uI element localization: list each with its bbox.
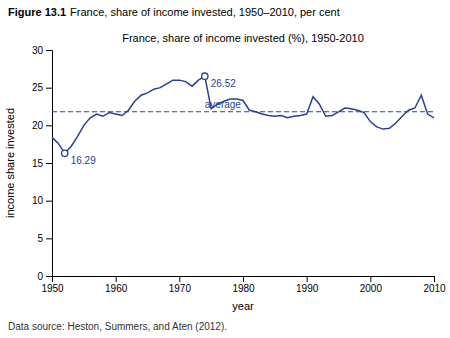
x-tick: 2010: [423, 276, 446, 294]
y-axis-line: [46, 51, 53, 277]
title: France, share of income invested (%), 19…: [122, 32, 364, 44]
average-label: average: [205, 99, 242, 110]
y-tick: 20: [32, 120, 52, 131]
x-tick: 1950: [41, 276, 64, 294]
x-tick-mark: [370, 276, 371, 282]
y-tick-label: 30: [32, 45, 44, 56]
y-tick-label: 10: [32, 195, 44, 206]
figure-title: Figure 13.1 France, share of income inves…: [8, 6, 340, 18]
x-axis-line: [53, 277, 435, 283]
x-tick-label: 1950: [41, 283, 64, 294]
x-tick: 1960: [105, 276, 128, 294]
y-tick-label: 20: [32, 120, 44, 131]
line: [52, 76, 434, 153]
x-axis-title: year: [232, 300, 254, 312]
x-tick-mark: [307, 276, 308, 282]
y-tick-mark: [46, 163, 52, 164]
y-tick: 0: [37, 271, 52, 282]
y-tick-mark: [46, 201, 52, 202]
y-axis-title: income share invested: [4, 108, 16, 218]
x-tick-mark: [116, 276, 117, 282]
extreme-marker: [202, 73, 208, 79]
y-tick-label: 25: [32, 82, 44, 93]
y-tick-mark: [46, 238, 52, 239]
x-tick: 1980: [232, 276, 255, 294]
x-tick-mark: [179, 276, 180, 282]
figure-label: Figure 13.1: [8, 6, 66, 18]
marks: [52, 73, 434, 156]
y-tick: 30: [32, 45, 52, 56]
chart: Figure 13.1 France, share of income inves…: [0, 0, 450, 338]
y-axis: 0 5 10 15 20 25 30: [32, 45, 53, 282]
y-tick-label: 5: [37, 233, 43, 244]
x-tick-label: 2010: [423, 283, 446, 294]
x-tick-label: 2000: [360, 283, 383, 294]
x-tick: 2000: [360, 276, 383, 294]
y-tick-label: 15: [32, 158, 44, 169]
x-tick-label: 1990: [296, 283, 319, 294]
x-tick-label: 1980: [232, 283, 255, 294]
x-axis: 1950 1960 1970 1980 1990 2000 2010: [41, 276, 446, 294]
extreme-label: 16.29: [71, 155, 96, 166]
y-tick: 10: [32, 195, 52, 206]
y-tick: 25: [32, 82, 52, 93]
y-tick-mark: [46, 50, 52, 51]
y-tick-label: 0: [37, 271, 43, 282]
y-tick: 15: [32, 158, 52, 169]
y-tick-mark: [46, 88, 52, 89]
x-tick-label: 1960: [105, 283, 128, 294]
extreme-label: 26.52: [211, 78, 236, 89]
x-tick: 1990: [296, 276, 319, 294]
y-tick-mark: [46, 276, 52, 277]
plot: 1950 1960 1970 1980 1990 2000 2010 0 5 10 15 20 25 30…: [32, 45, 446, 294]
y-tick-mark: [46, 125, 52, 126]
extreme-marker: [62, 150, 68, 156]
subtitle: France, share of income invested, 1950–2…: [70, 6, 340, 18]
y-tick: 5: [37, 233, 52, 244]
source: Data source: Heston, Summers, and Aten (…: [8, 321, 227, 332]
x-tick-mark: [434, 276, 435, 282]
x-tick-label: 1970: [169, 283, 192, 294]
x-tick: 1970: [169, 276, 192, 294]
x-tick-mark: [243, 276, 244, 282]
